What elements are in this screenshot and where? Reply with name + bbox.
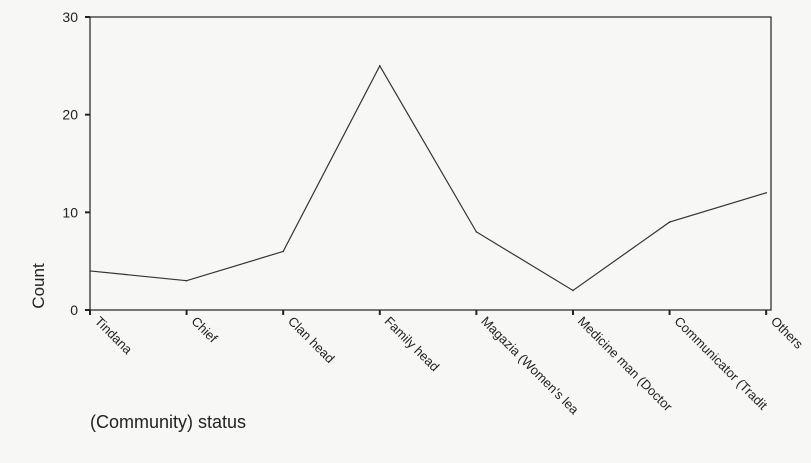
y-tick-label: 30 [62,9,78,25]
x-tick-label: Family head [382,314,443,375]
y-tick-label: 20 [62,107,78,123]
x-tick-label: Chief [188,314,220,346]
y-tick-label: 10 [62,204,78,220]
plot-area [89,16,772,311]
y-axis-title: Count [29,263,48,309]
x-tick-label: Tindana [92,314,136,358]
x-tick-label: Magazia (Women's lea [478,314,582,418]
x-tick-label: Medicine man (Doctor [575,314,676,415]
y-tick-label: 0 [70,302,78,318]
series-line [89,64,767,292]
x-tick-label: Clan head [285,314,338,367]
x-tick-label: Communicator (Tradit [671,314,770,413]
x-tick-label: Others [768,314,807,353]
x-axis: Tindana Chief Clan head Family head Magazia … [89,310,807,418]
plot-frame [89,16,772,311]
y-axis: 0 10 20 30 [62,9,90,318]
x-axis-title: (Community) status [90,412,246,432]
